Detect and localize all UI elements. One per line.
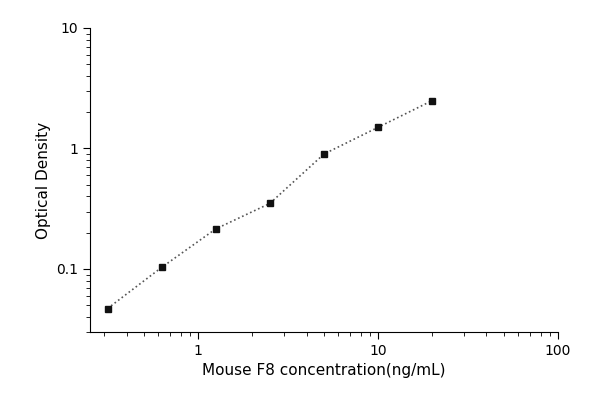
Y-axis label: Optical Density: Optical Density [35,122,50,238]
X-axis label: Mouse F8 concentration(ng/mL): Mouse F8 concentration(ng/mL) [202,363,446,378]
